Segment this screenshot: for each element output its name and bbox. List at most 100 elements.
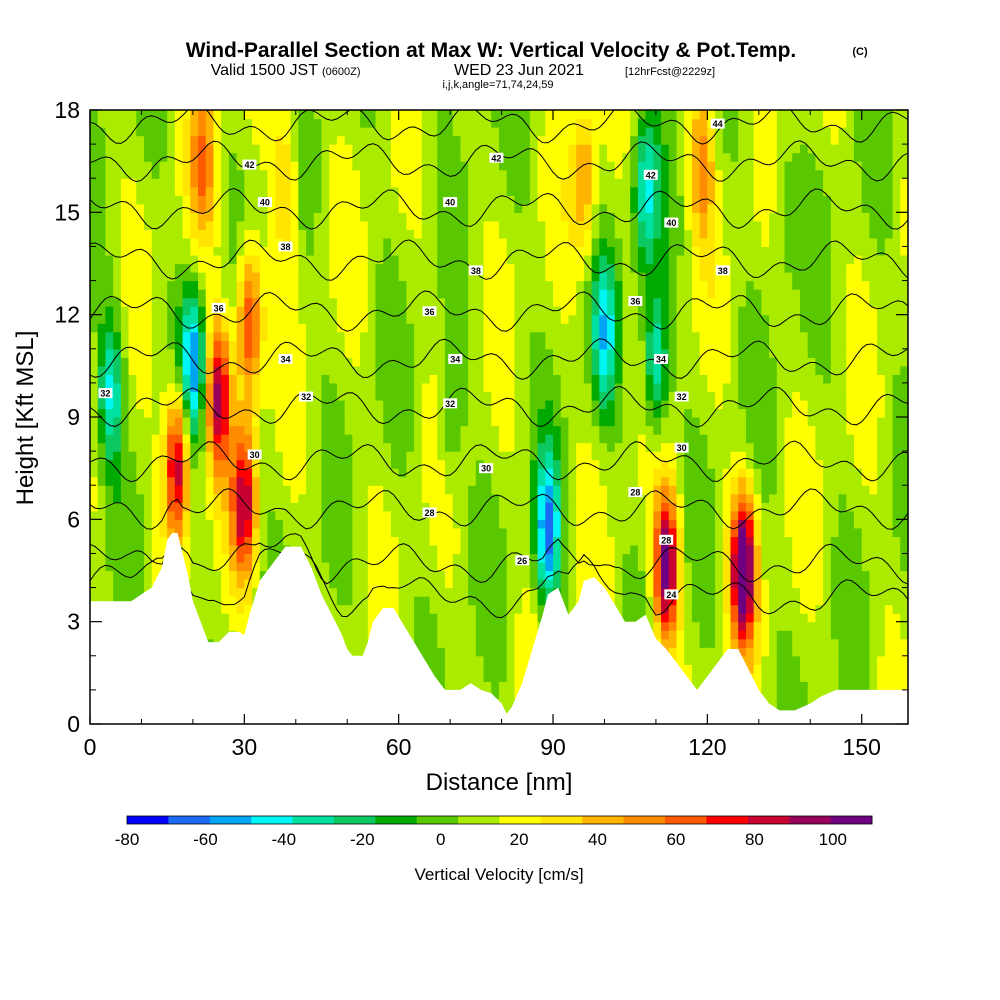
velocity-cell: [452, 502, 462, 512]
velocity-cell: [252, 391, 261, 401]
velocity-cell: [159, 519, 168, 529]
velocity-cell: [645, 399, 654, 410]
velocity-cell: [329, 442, 338, 452]
velocity-cell: [329, 263, 338, 273]
velocity-cell: [236, 280, 245, 290]
velocity-cell: [383, 536, 392, 546]
velocity-cell: [699, 579, 708, 589]
velocity-cell: [367, 289, 377, 299]
velocity-cell: [336, 254, 346, 265]
velocity-cell: [414, 382, 423, 393]
velocity-cell: [637, 459, 647, 469]
velocity-cell: [630, 459, 639, 469]
velocity-cell: [352, 510, 361, 520]
velocity-cell: [429, 331, 438, 341]
velocity-cell: [190, 510, 199, 520]
velocity-cell: [468, 382, 477, 393]
velocity-cell: [306, 306, 315, 316]
velocity-cell: [676, 220, 685, 230]
velocity-cell: [336, 178, 346, 188]
velocity-cell: [576, 323, 585, 333]
velocity-cell: [568, 118, 577, 128]
velocity-cell: [290, 331, 299, 341]
velocity-cell: [290, 220, 299, 230]
velocity-cell: [491, 263, 500, 273]
velocity-cell: [645, 280, 654, 290]
velocity-cell: [591, 203, 600, 213]
velocity-cell: [290, 459, 299, 469]
velocity-cell: [406, 544, 415, 555]
velocity-cell: [514, 297, 523, 307]
velocity-cell: [522, 331, 531, 341]
velocity-cell: [244, 493, 253, 503]
velocity-cell: [159, 237, 168, 248]
velocity-cell: [576, 212, 585, 222]
velocity-cell: [120, 144, 130, 154]
velocity-cell: [653, 553, 662, 563]
velocity-cell: [182, 357, 191, 367]
velocity-cell: [375, 434, 384, 444]
velocity-cell: [205, 374, 215, 384]
velocity-cell: [144, 254, 153, 265]
velocity-cell: [97, 382, 107, 393]
velocity-cell: [630, 306, 639, 316]
velocity-cell: [329, 502, 338, 512]
velocity-cell: [576, 272, 585, 282]
velocity-cell: [144, 417, 153, 427]
velocity-cell: [252, 417, 261, 427]
velocity-cell: [398, 161, 407, 171]
velocity-cell: [499, 417, 508, 427]
velocity-cell: [306, 468, 315, 478]
velocity-cell: [684, 220, 693, 230]
velocity-cell: [568, 280, 577, 290]
velocity-cell: [290, 536, 299, 546]
velocity-cell: [244, 613, 253, 623]
velocity-cell: [182, 169, 191, 179]
velocity-cell: [591, 527, 600, 537]
velocity-cell: [568, 570, 577, 580]
velocity-cell: [437, 536, 446, 546]
velocity-cell: [113, 493, 122, 503]
velocity-cell: [429, 544, 438, 555]
velocity-cell: [653, 314, 662, 324]
velocity-cell: [313, 357, 323, 367]
velocity-cell: [545, 195, 554, 205]
velocity-cell: [483, 237, 492, 248]
velocity-cell: [537, 195, 546, 205]
velocity-cell: [198, 357, 207, 367]
velocity-cell: [468, 570, 477, 580]
velocity-cell: [105, 519, 114, 529]
velocity-cell: [622, 195, 631, 205]
velocity-cell: [715, 621, 724, 631]
velocity-cell: [383, 434, 392, 444]
velocity-cell: [514, 485, 523, 495]
velocity-cell: [444, 348, 454, 358]
velocity-cell: [529, 127, 539, 137]
velocity-cell: [429, 272, 438, 282]
velocity-cell: [506, 621, 516, 631]
velocity-cell: [668, 135, 678, 145]
velocity-cell: [298, 485, 307, 495]
velocity-cell: [383, 374, 392, 384]
velocity-cell: [452, 246, 462, 256]
velocity-cell: [406, 604, 415, 614]
velocity-cell: [622, 289, 631, 299]
velocity-cell: [375, 536, 384, 546]
velocity-cell: [383, 485, 392, 495]
velocity-cell: [90, 476, 99, 486]
velocity-cell: [514, 144, 523, 154]
velocity-cell: [568, 306, 577, 316]
velocity-cell: [645, 237, 654, 248]
velocity-cell: [483, 340, 492, 350]
velocity-cell: [105, 306, 114, 316]
velocity-cell: [475, 161, 485, 171]
velocity-cell: [167, 331, 176, 341]
velocity-cell: [228, 348, 238, 358]
velocity-cell: [499, 399, 508, 410]
velocity-cell: [460, 229, 469, 239]
velocity-cell: [113, 536, 122, 546]
velocity-cell: [429, 417, 438, 427]
velocity-cell: [468, 502, 477, 512]
velocity-cell: [506, 698, 516, 708]
velocity-cell: [97, 331, 107, 341]
